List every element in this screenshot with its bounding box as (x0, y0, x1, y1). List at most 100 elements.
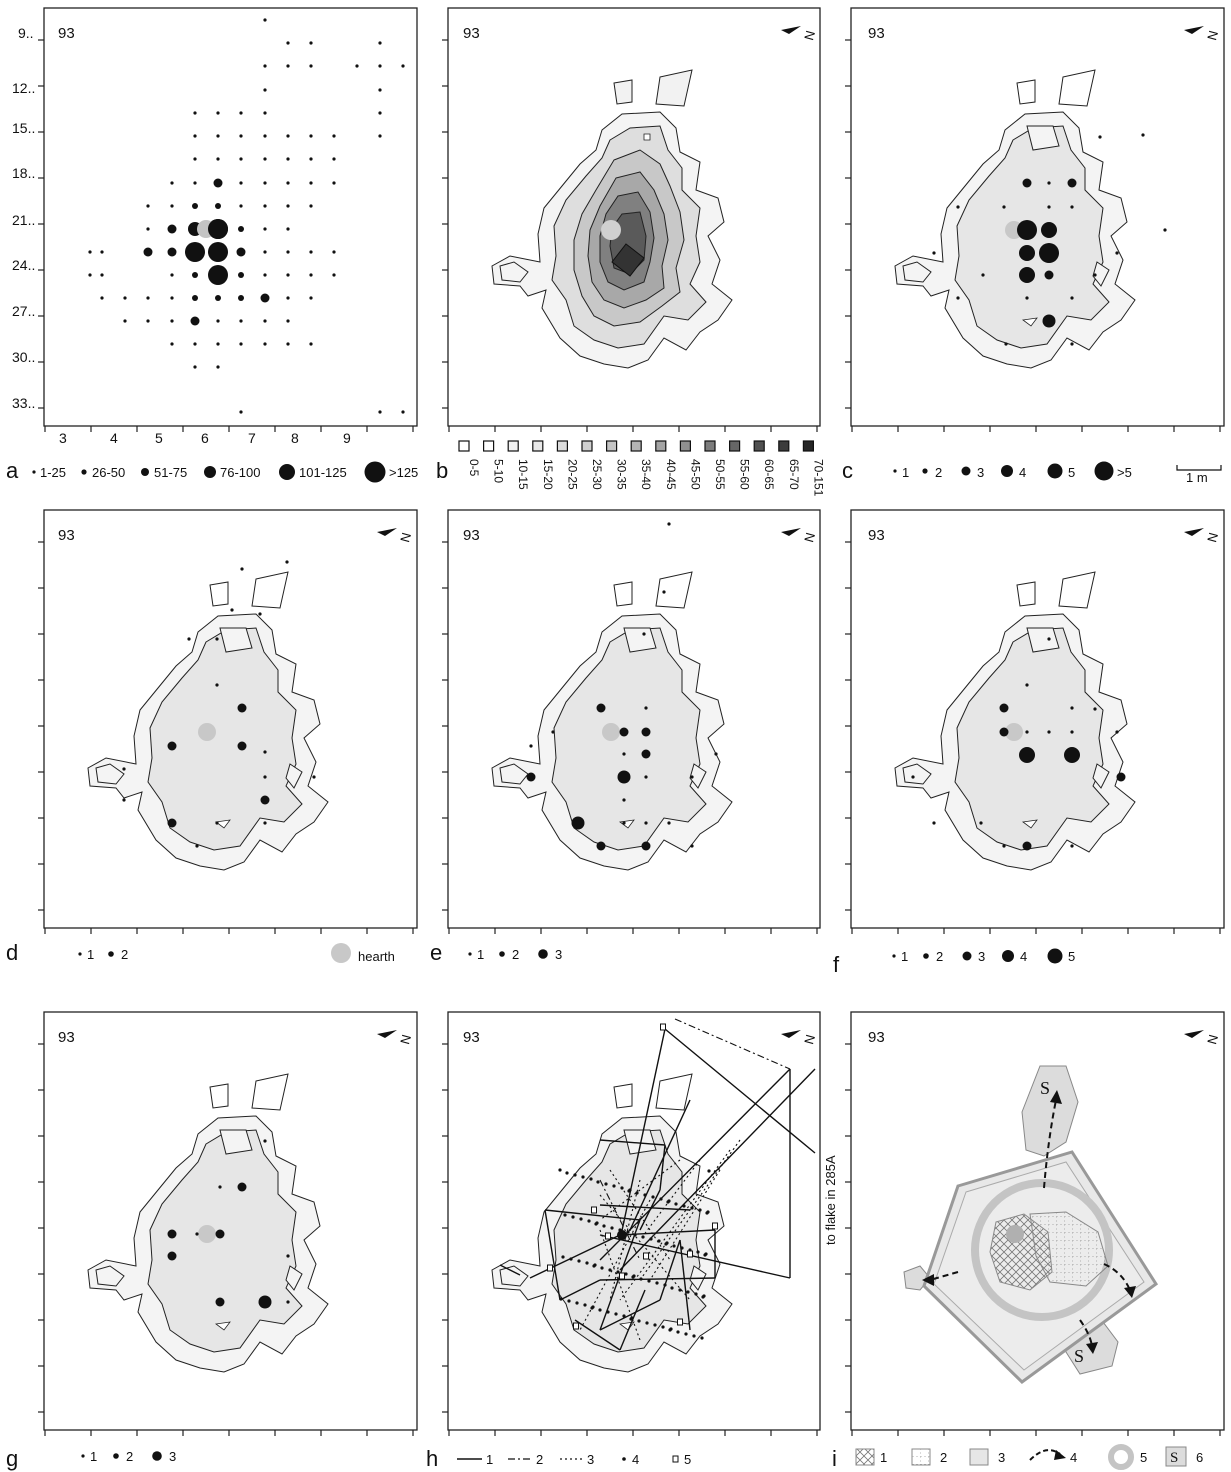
density-dot (216, 134, 220, 138)
legend-i-ring (1108, 1444, 1134, 1470)
s-label-bottom: S (1074, 1346, 1084, 1366)
find-dot (641, 841, 651, 851)
legend-b-label: 40-45 (664, 459, 678, 490)
density-dot (192, 203, 198, 209)
north-arrow-icon (1184, 26, 1204, 40)
panel-b-number: 93 (463, 25, 480, 42)
refit-dot (602, 1224, 606, 1228)
legend-a-marker-2 (81, 469, 87, 475)
x-label-7: 7 (248, 430, 256, 446)
find-dot (215, 1297, 225, 1307)
find-dot (1070, 296, 1074, 300)
refit-dot (664, 1242, 668, 1246)
north-arrow-icon (377, 1030, 397, 1044)
hearth-marker (1005, 723, 1023, 741)
density-dot (286, 342, 290, 346)
legend-i-swatch-2 (911, 1448, 931, 1466)
panel-letter-b: b (436, 458, 448, 483)
panel-b-contours (491, 69, 733, 369)
find-dot (617, 770, 631, 784)
refit-line-dotted (619, 1149, 731, 1301)
legend-b-swatch (704, 440, 716, 452)
density-dot (185, 242, 205, 262)
density-dot (378, 134, 382, 138)
legend-c-label-2: 2 (935, 465, 942, 480)
panel-letter-g: g (6, 1446, 18, 1471)
density-dot (239, 319, 243, 323)
density-dot (286, 227, 290, 231)
legend-i-swatch-3 (969, 1448, 989, 1466)
density-dot (378, 410, 382, 414)
refit-line-solid (639, 1189, 661, 1231)
panel-c-dots (932, 133, 1167, 346)
find-dot (526, 772, 536, 782)
density-dot (309, 181, 313, 185)
density-dot (263, 181, 267, 185)
refit-dot (649, 1237, 653, 1241)
density-dot (100, 250, 104, 254)
refit-line-dotted (609, 1179, 641, 1301)
refit-dot (651, 1195, 655, 1199)
find-dot (215, 637, 219, 641)
legend-e-marker-1 (468, 952, 472, 956)
find-dot (662, 590, 666, 594)
density-dot (355, 64, 359, 68)
legend-a: a 1-25 26-50 51-75 76-100 101-125 >125 (6, 458, 418, 483)
legend-b-swatch (605, 440, 618, 452)
legend-f-label-3: 3 (978, 949, 985, 964)
density-dot (309, 64, 313, 68)
find-dot (714, 752, 718, 756)
density-dot (193, 342, 197, 346)
legend-b-swatch (778, 440, 790, 452)
legend-c-label-1: 1 (902, 465, 909, 480)
find-dot (167, 1251, 177, 1261)
density-dot (215, 295, 221, 301)
x-label-3: 3 (59, 430, 67, 446)
legend-h-label-2: 2 (536, 1452, 543, 1467)
find-dot (596, 703, 606, 713)
density-dot (208, 242, 228, 262)
density-dot (146, 296, 150, 300)
y-label-30: 30.. (12, 349, 35, 365)
legend-b-swatch (802, 440, 815, 452)
refit-dot (663, 1283, 667, 1287)
refit-dot (573, 1173, 577, 1177)
refit-dot (686, 1290, 690, 1294)
density-dot (192, 272, 198, 278)
find-dot (1022, 841, 1032, 851)
legend-c-marker-2 (922, 468, 928, 474)
find-dot (644, 821, 648, 825)
legend-i-label-2: 2 (940, 1450, 947, 1465)
legend-f-marker-5 (1047, 948, 1063, 964)
refit-line-solid (599, 1277, 716, 1281)
y-label-27: 27.. (12, 303, 35, 319)
refit-line-solid (659, 1144, 666, 1191)
refit-square (591, 1206, 597, 1214)
density-dot (263, 250, 267, 254)
density-dot (100, 273, 104, 277)
panel-h-refit-lines (499, 1018, 816, 1351)
refit-square (573, 1322, 579, 1330)
density-dot (170, 319, 174, 323)
find-dot (690, 775, 694, 779)
refit-line-solid (619, 1028, 666, 1241)
refit-line-solid (659, 1239, 681, 1301)
refit-dot (668, 1328, 672, 1332)
density-dot (239, 342, 243, 346)
legend-b-label: 15-20 (541, 459, 555, 490)
legend-a-label-5: 101-125 (299, 465, 347, 480)
density-dot (286, 296, 290, 300)
density-dot (193, 181, 197, 185)
find-dot (1017, 220, 1037, 240)
refit-cluster (617, 1230, 627, 1240)
find-dot (312, 775, 316, 779)
refit-line-dotted (609, 1169, 671, 1261)
legend-f-label-4: 4 (1020, 949, 1027, 964)
find-dot (1098, 135, 1102, 139)
legend-f-marker-3 (962, 951, 972, 961)
legend-h-dot (622, 1457, 626, 1461)
density-dot (263, 204, 267, 208)
x-label-5: 5 (155, 430, 163, 446)
density-dot (170, 181, 174, 185)
